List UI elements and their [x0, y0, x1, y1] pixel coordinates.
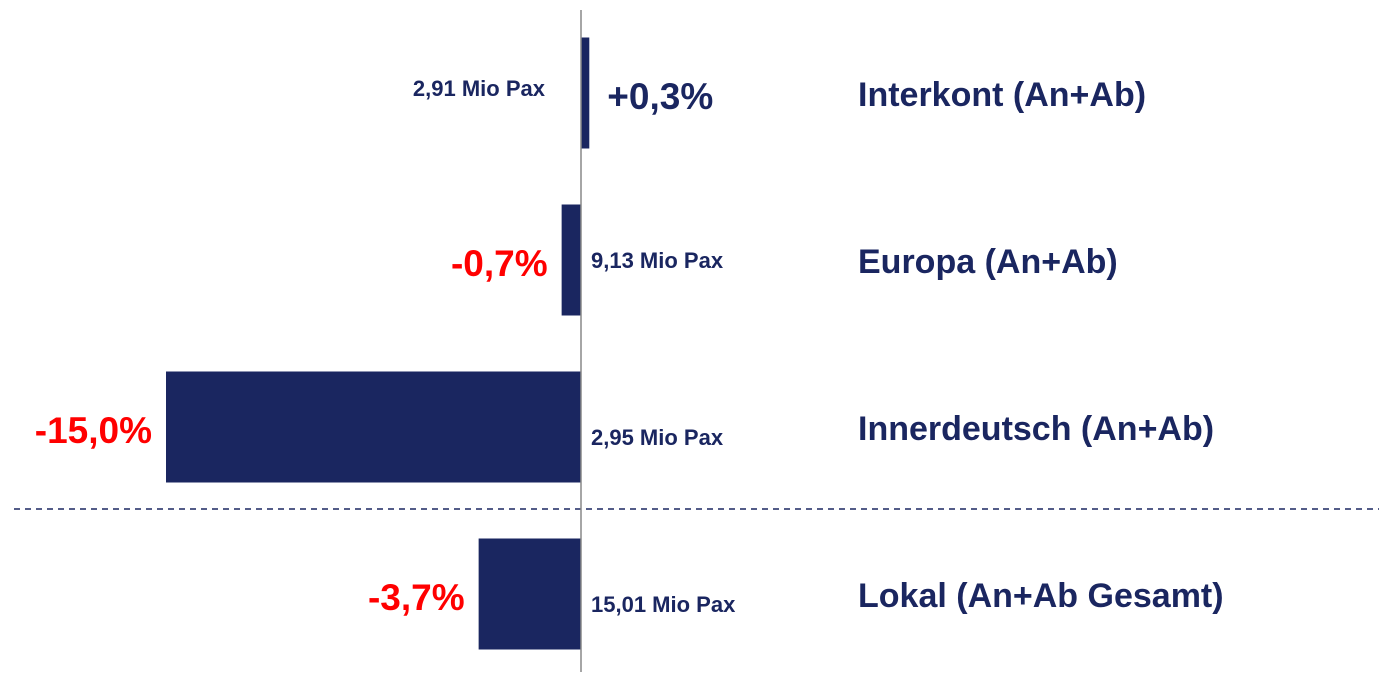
value-label: -3,7% [368, 577, 465, 618]
pax-label: 15,01 Mio Pax [591, 592, 736, 617]
pax-label: 2,95 Mio Pax [591, 425, 724, 450]
value-label: -0,7% [451, 243, 548, 284]
pax-label: 9,13 Mio Pax [591, 248, 724, 273]
value-label: -15,0% [35, 410, 152, 451]
category-label: Interkont (An+Ab) [858, 76, 1146, 114]
category-label: Lokal (An+Ab Gesamt) [858, 577, 1224, 615]
bar [166, 371, 581, 483]
value-label: +0,3% [607, 76, 713, 117]
bar [581, 37, 590, 149]
bar [561, 204, 581, 316]
bar [478, 538, 581, 650]
category-label: Innerdeutsch (An+Ab) [858, 410, 1214, 448]
category-label: Europa (An+Ab) [858, 243, 1118, 281]
pax-label: 2,91 Mio Pax [413, 76, 546, 101]
